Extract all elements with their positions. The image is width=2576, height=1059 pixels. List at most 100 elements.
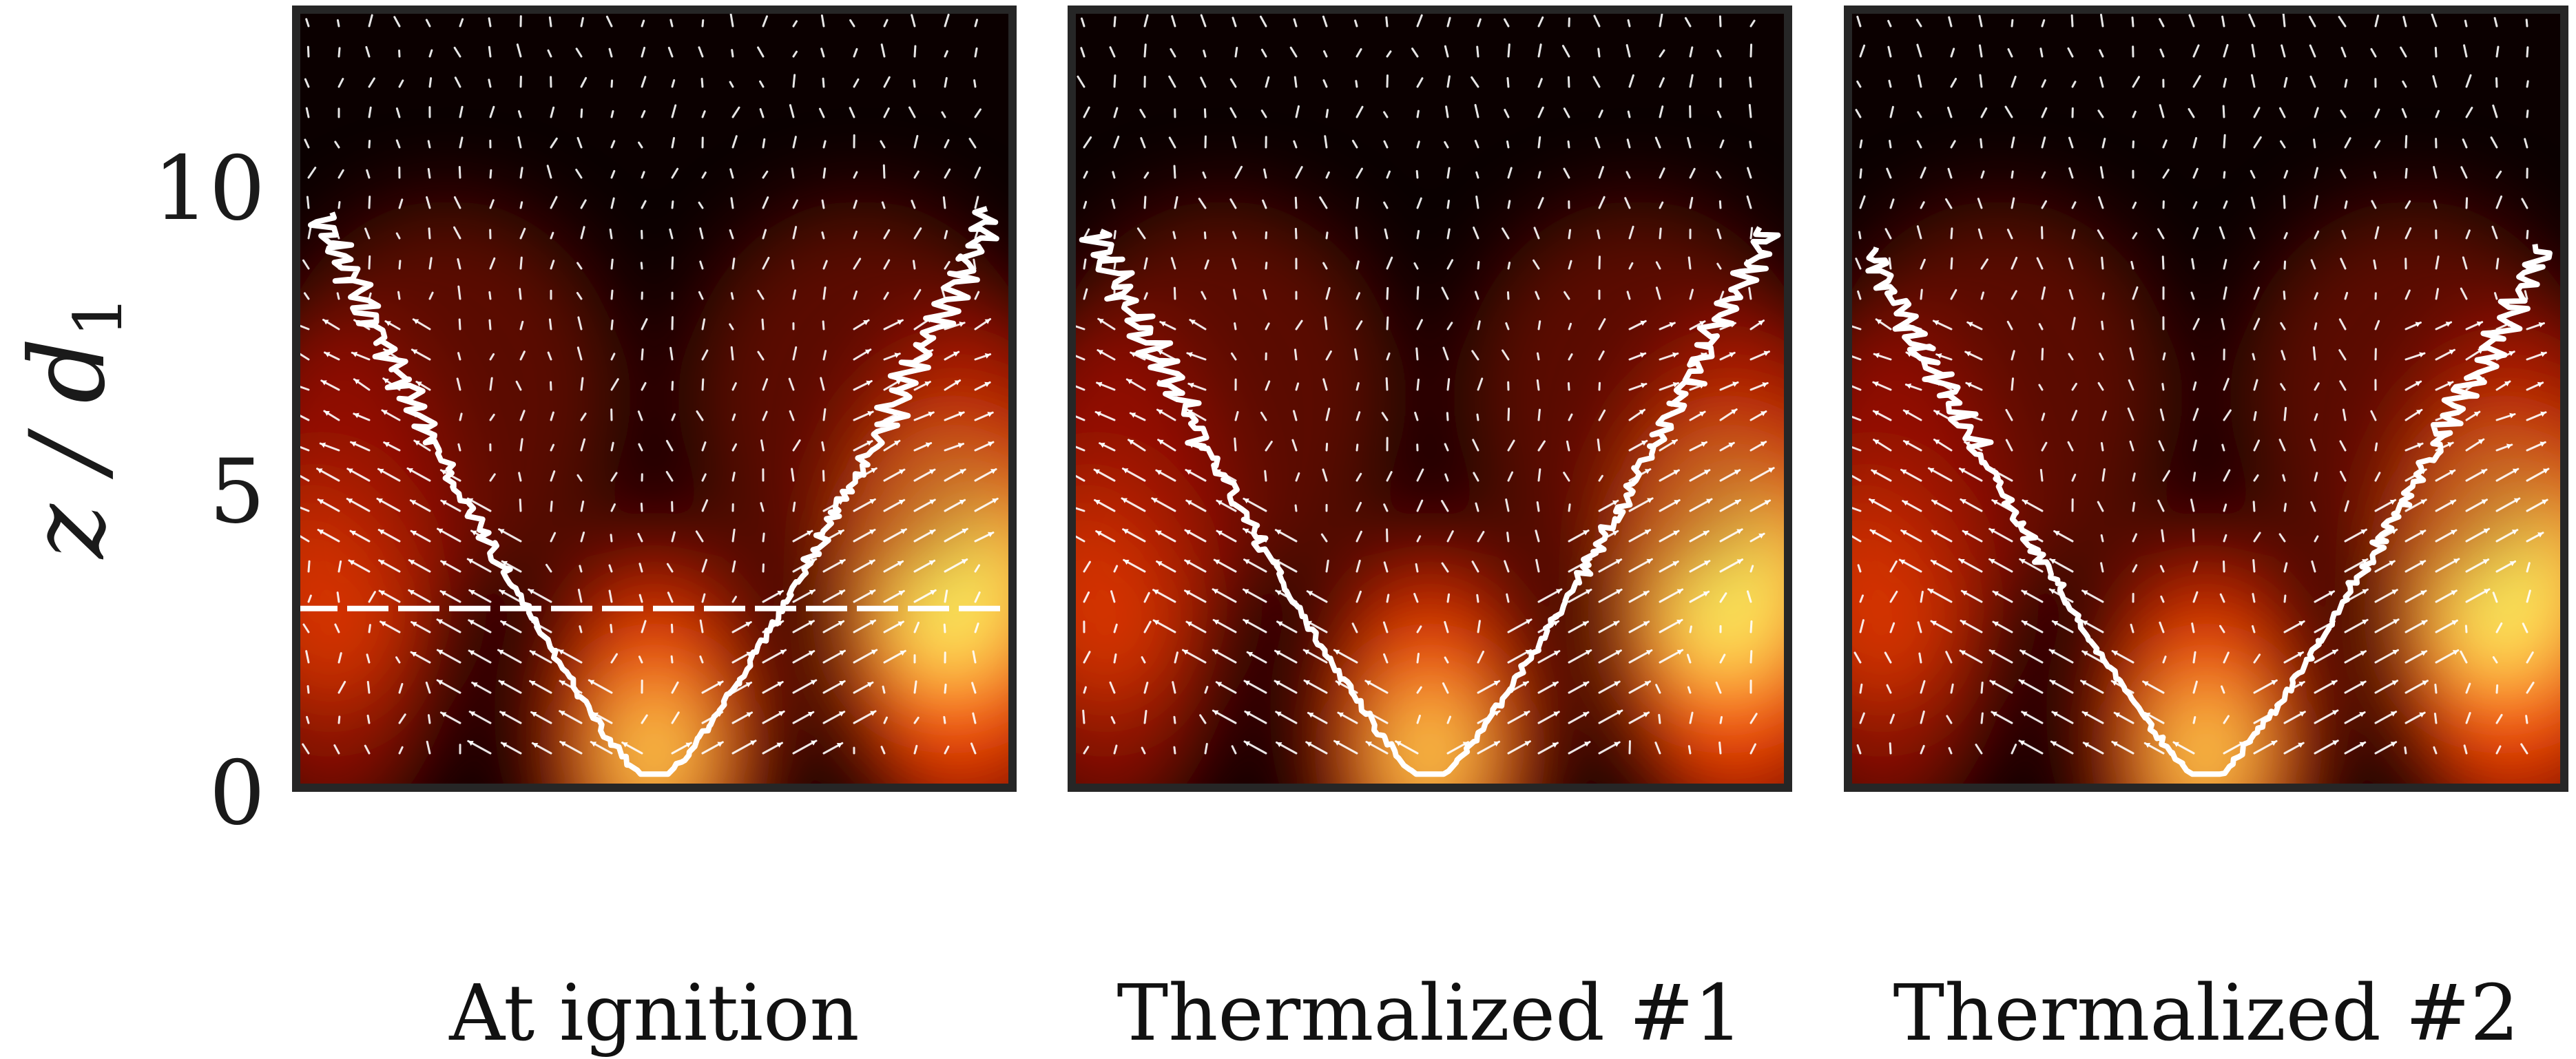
vector-arrow: [580, 199, 587, 209]
vector-arrowhead: [1306, 742, 1312, 747]
vector-arrowhead: [2513, 498, 2520, 503]
vector-arrowhead: [1873, 410, 1880, 416]
vector-arrowhead: [987, 532, 993, 538]
vector-arrowhead: [2419, 352, 2424, 358]
vector-arrowhead: [1183, 649, 1189, 655]
vector-arrow: [2192, 44, 2200, 58]
vector-arrow: [1598, 318, 1606, 331]
vector-arrow: [580, 108, 583, 118]
vector-arrowhead: [1904, 410, 1910, 416]
vector-arrow: [1856, 744, 1862, 755]
vector-arrowhead: [1185, 590, 1191, 596]
vector-arrowhead: [990, 469, 997, 474]
vector-arrow: [307, 685, 310, 694]
vector-arrow: [1082, 709, 1086, 724]
vector-arrow: [1383, 653, 1389, 664]
vector-arrow: [610, 653, 619, 664]
vector-arrow: [666, 563, 674, 573]
flame-front-contour: [1865, 244, 2553, 777]
vector-arrow: [2495, 45, 2500, 58]
vector-arrow: [307, 167, 317, 179]
vector-arrow: [577, 346, 583, 361]
vector-arrow: [1413, 593, 1419, 603]
vector-arrow: [792, 199, 798, 209]
vector-arrow: [671, 136, 676, 149]
vector-arrow: [2309, 15, 2316, 28]
vector-arrow: [880, 43, 886, 58]
vector-arrowhead: [807, 530, 813, 536]
vector-arrow: [1950, 289, 1957, 300]
vector-arrow: [1264, 470, 1267, 482]
vector-arrow: [1746, 590, 1752, 603]
vector-arrow: [1171, 15, 1176, 28]
vector-arrow: [731, 596, 737, 603]
vector-arrow: [730, 346, 734, 361]
vector-arrowhead: [1365, 680, 1371, 686]
vector-arrowhead: [1672, 561, 1679, 567]
vector-arrow: [1141, 656, 1146, 664]
vector-arrow: [2162, 352, 2166, 361]
vector-arrowhead: [2360, 681, 2366, 686]
vector-arrow: [368, 591, 376, 603]
vector-arrowhead: [413, 319, 419, 324]
vector-arrow: [1444, 45, 1449, 58]
vector-arrowhead: [2299, 711, 2305, 717]
vector-arrow: [2464, 19, 2468, 28]
vector-arrowhead: [1526, 619, 1532, 625]
vector-arrow: [2340, 109, 2347, 118]
vector-arrow: [459, 18, 464, 28]
vector-arrow: [761, 318, 765, 331]
vector-arrow: [2039, 48, 2044, 58]
vector-arrow: [2344, 137, 2351, 149]
vector-arrow: [1886, 167, 1892, 179]
vector-arrow: [302, 259, 310, 270]
vector-arrow: [337, 680, 346, 694]
vector-arrow: [1383, 561, 1389, 573]
vector-arrowhead: [353, 412, 360, 419]
vector-arrowhead: [2453, 558, 2459, 564]
vector-arrowhead: [1992, 500, 1998, 505]
vector-arrow: [334, 623, 340, 633]
vector-arrow: [943, 715, 946, 724]
vector-arrow: [2223, 651, 2230, 664]
vector-arrow: [579, 565, 583, 573]
vector-arrow: [1598, 109, 1603, 118]
vector-arrow: [1917, 621, 1922, 633]
vector-arrowhead: [411, 500, 417, 505]
vector-arrow: [1444, 443, 1449, 452]
vector-arrow: [1325, 286, 1331, 300]
vector-arrow: [731, 560, 736, 573]
vector-arrow: [1859, 712, 1865, 724]
vector-arrow: [792, 439, 801, 452]
heat-blob: [2164, 686, 2248, 788]
vector-arrow: [2192, 201, 2198, 209]
vector-arrowhead: [1096, 531, 1102, 536]
vector-arrow: [1501, 227, 1510, 240]
vector-arrowhead: [1643, 591, 1649, 596]
vector-arrow: [1537, 136, 1541, 149]
vector-arrowhead: [2112, 680, 2118, 686]
vector-arrow: [2525, 19, 2528, 28]
vector-arrow: [1537, 468, 1541, 482]
vector-arrowhead: [2415, 322, 2421, 328]
vector-arrow: [2465, 682, 2471, 694]
vector-arrow: [1948, 746, 1953, 755]
vector-arrow: [2223, 409, 2232, 421]
vector-arrow: [944, 260, 951, 270]
vector-arrowhead: [870, 711, 876, 716]
vector-arrow: [2493, 17, 2498, 28]
vector-arrow: [576, 291, 583, 300]
vector-arrowhead: [324, 352, 331, 357]
vector-arrow: [1746, 195, 1752, 209]
vector-arrow: [337, 47, 341, 58]
vector-arrow: [1659, 201, 1664, 209]
vector-arrow: [944, 683, 947, 694]
vector-arrow: [699, 656, 704, 664]
vector-arrowhead: [1732, 381, 1738, 387]
vector-arrow: [818, 107, 825, 118]
vector-arrow: [2071, 410, 2078, 421]
vector-arrow: [395, 107, 401, 118]
vector-arrowhead: [1186, 500, 1192, 505]
vector-arrow: [729, 13, 734, 28]
vector-arrow: [489, 353, 495, 361]
